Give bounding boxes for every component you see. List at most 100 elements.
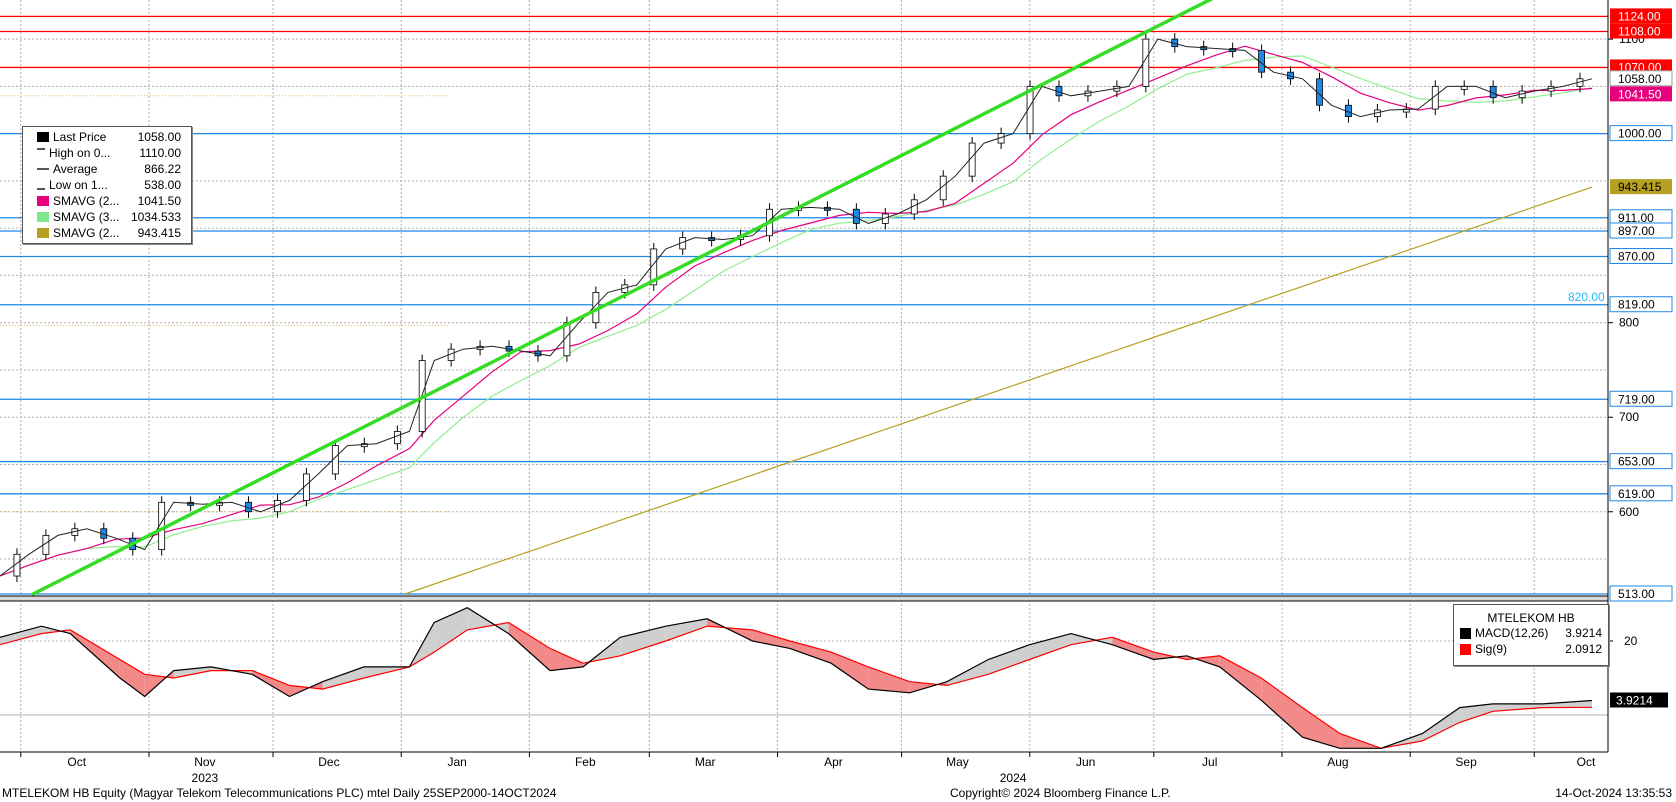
macd-histogram-fill xyxy=(434,607,468,653)
level-tag-label: 870.00 xyxy=(1618,250,1655,264)
level-tag xyxy=(1609,453,1673,470)
value-tag-label: 943.415 xyxy=(1618,180,1662,194)
level-tag xyxy=(1609,585,1673,602)
signal-value: 2.0912 xyxy=(1565,642,1602,656)
macd-legend-title: MTELEKOM HB xyxy=(1487,611,1575,625)
macd-histogram-fill xyxy=(1029,633,1071,660)
month-label: Feb xyxy=(575,755,596,769)
macd-histogram-fill xyxy=(0,626,42,645)
macd-last-tag xyxy=(1610,692,1668,708)
macd-swatch xyxy=(1460,627,1471,639)
legend-swatch-icon xyxy=(37,212,49,222)
legend-name: Last Price xyxy=(53,130,107,144)
macd-histogram-fill xyxy=(1302,707,1340,749)
level-tag-label: 1124.00 xyxy=(1618,9,1661,23)
legend-row: High on 0... 1110.00 xyxy=(23,145,191,161)
macd-histogram-fill xyxy=(831,652,869,690)
legend-value: 1058.00 xyxy=(137,130,181,144)
legend-value: 1110.00 xyxy=(139,146,181,160)
macd-histogram-fill xyxy=(665,618,708,641)
sma-200-segment xyxy=(405,186,1593,595)
macd-histogram-fill xyxy=(119,659,145,697)
legend-name: SMAVG (2... xyxy=(53,226,120,240)
macd-histogram-fill xyxy=(1459,703,1493,723)
level-tag xyxy=(1609,248,1673,265)
legend-name: SMAVG (3... xyxy=(52,210,120,224)
macd-histogram-fill xyxy=(1112,637,1154,660)
legend-value: 943.415 xyxy=(137,226,181,240)
value-tag xyxy=(1609,70,1673,87)
month-label: Oct xyxy=(1577,755,1596,769)
grid-lines xyxy=(0,0,1608,752)
legend-value: 538.00 xyxy=(144,178,181,192)
macd-histogram-fill xyxy=(1542,700,1592,708)
macd-histogram-fill xyxy=(322,666,364,690)
macd-histogram-fill xyxy=(752,629,790,649)
price-legend[interactable]: Last Price 1058.00 High on 0... 1110.00 Aver… xyxy=(22,126,192,244)
legend-row: Last Price 1058.00 xyxy=(23,129,191,145)
trendline-segment xyxy=(31,0,1214,596)
legend-value: 866.22 xyxy=(144,162,181,176)
legend-value: 1034.533 xyxy=(130,210,181,224)
macd-histogram-fill xyxy=(252,670,290,697)
level-tag-label: 1108.00 xyxy=(1618,25,1661,39)
macd-last-tag-label: 3.9214 xyxy=(1616,693,1653,707)
value-tag xyxy=(1610,179,1672,195)
signal-name: Sig(9) xyxy=(1475,642,1508,656)
month-label: Jun xyxy=(1076,755,1095,769)
legend-row: Average 866.22 xyxy=(23,161,191,177)
level-tag-label: 513.00 xyxy=(1618,587,1655,601)
month-label: Jul xyxy=(1202,755,1217,769)
legend-name: Low on 1... xyxy=(49,178,108,192)
price-tick-label: 800 xyxy=(1619,316,1639,330)
macd-line xyxy=(0,607,1593,749)
signal-swatch xyxy=(1460,643,1471,655)
macd-name: MACD(12,26) xyxy=(1475,626,1549,640)
trendline[interactable] xyxy=(31,0,1282,596)
macd-tick-label: 20 xyxy=(1624,634,1638,648)
macd-histogram-fill xyxy=(1261,678,1303,738)
legend-row: Low on 1... 538.00 xyxy=(23,177,191,193)
floating-level-label: 820.00 xyxy=(1568,290,1605,304)
horizontal-levels xyxy=(0,15,1608,595)
legend-row: SMAVG (2... 943.415 xyxy=(23,225,191,241)
signal-line xyxy=(0,621,1593,749)
macd-histogram-fill xyxy=(909,681,947,693)
level-tag-label: 719.00 xyxy=(1618,392,1655,406)
level-tag xyxy=(1609,125,1673,142)
macd-histogram-fill xyxy=(620,626,666,656)
level-tag xyxy=(1610,23,1672,39)
month-label: May xyxy=(946,755,969,769)
sma-20-line xyxy=(0,45,1593,577)
sma-200-line xyxy=(405,186,1593,595)
candle-body xyxy=(216,501,223,506)
level-tag-label: 897.00 xyxy=(1618,224,1655,238)
legend-swatch-icon xyxy=(37,196,49,206)
value-tag-label: 1041.50 xyxy=(1618,87,1662,101)
month-label: Apr xyxy=(824,755,843,769)
signal-legend-row: Sig(9) 2.0912 xyxy=(1454,641,1608,657)
candle-body xyxy=(360,443,368,448)
level-tag xyxy=(1610,8,1672,24)
macd-histogram-fill xyxy=(1492,703,1543,712)
low-marker-icon xyxy=(37,180,45,190)
security-description: MTELEKOM HB Equity (Magyar Telekom Telec… xyxy=(2,786,557,800)
sma-30-line xyxy=(0,55,1593,577)
macd-legend[interactable]: MTELEKOM HB MACD(12,26) 3.9214 Sig(9) 2.… xyxy=(1453,604,1609,666)
legend-name: Average xyxy=(53,162,98,176)
macd-histogram-fill xyxy=(70,629,120,678)
legend-swatch-icon xyxy=(37,228,49,238)
avg-marker-icon xyxy=(37,168,49,170)
macd-panel xyxy=(0,607,1608,749)
month-label: Mar xyxy=(695,755,716,769)
timestamp-text: 14-Oct-2024 13:35:53 xyxy=(1555,786,1672,800)
level-tag xyxy=(1609,296,1673,313)
level-tag-label: 619.00 xyxy=(1618,487,1655,501)
value-tag xyxy=(1610,86,1672,102)
price-tick-label: 600 xyxy=(1619,505,1639,519)
candle-body xyxy=(393,431,401,445)
macd-histogram-fill xyxy=(988,644,1030,675)
macd-legend-row: MACD(12,26) 3.9214 xyxy=(1454,625,1608,641)
